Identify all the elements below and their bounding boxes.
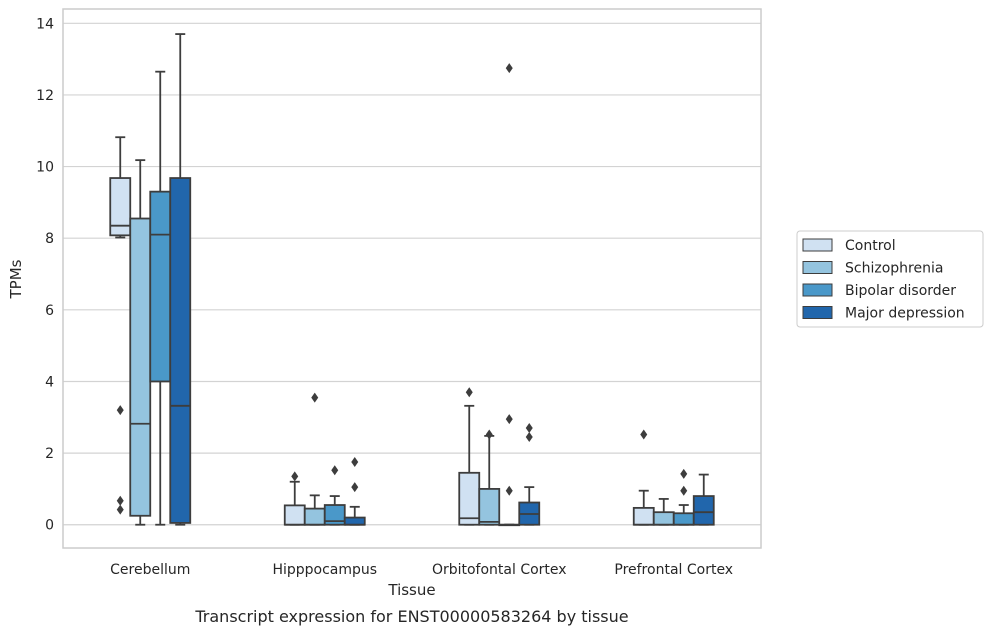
y-tick-label: 8: [45, 231, 54, 247]
outlier-point: [485, 429, 493, 440]
outlier-point: [525, 431, 533, 442]
legend-label: Schizophrenia: [845, 261, 943, 277]
y-tick-label: 12: [36, 88, 54, 104]
x-tick-label: Cerebellum: [110, 562, 190, 578]
y-tick-label: 10: [36, 160, 54, 176]
box-body: [672, 512, 695, 526]
box-major-depression-2: [518, 423, 541, 526]
outlier-point: [640, 429, 648, 440]
y-axis-title: TPMs: [7, 259, 25, 299]
box-major-depression-3: [692, 473, 715, 526]
y-tick-label: 2: [45, 446, 54, 462]
outlier-point: [505, 63, 513, 74]
box-bipolar-disorder-2: [498, 63, 521, 527]
y-tick-label: 4: [45, 374, 54, 390]
x-tick-labels: Cerebellum Hipppocampus Orbitofontal Corte…: [110, 562, 733, 578]
box-body: [478, 488, 501, 526]
legend-swatch: [802, 261, 833, 274]
box-bipolar-disorder-0: [149, 70, 172, 526]
box-body: [458, 471, 481, 526]
legend-swatch: [802, 238, 833, 252]
outlier-point: [116, 405, 124, 416]
box-control-1: [283, 471, 306, 526]
legend-frame: [796, 230, 984, 328]
box-bipolar-disorder-3: [672, 468, 695, 526]
box-schizophrenia-0: [129, 159, 152, 526]
legend-swatch: [802, 283, 833, 297]
y-tick-label: 0: [45, 518, 54, 534]
box-control-2: [458, 387, 481, 526]
box-control-0: [109, 136, 132, 515]
outlier-point: [680, 468, 688, 479]
chart-caption: Transcript expression for ENST0000058326…: [194, 607, 628, 626]
legend-label: Control: [845, 238, 896, 254]
x-tick-label: Orbitofontal Cortex: [432, 562, 567, 578]
outlier-point: [311, 392, 319, 403]
box-body: [283, 504, 306, 526]
legend-label: Major depression: [845, 306, 965, 322]
outlier-point: [465, 387, 473, 398]
y-tick-label: 6: [45, 303, 54, 319]
box-body: [652, 511, 675, 526]
box-body: [343, 516, 366, 526]
box-major-depression-1: [343, 457, 366, 526]
legend-label: Bipolar disorder: [845, 283, 956, 299]
box-major-depression-0: [169, 33, 192, 526]
outlier-point: [291, 471, 299, 482]
y-tick-labels: 0 2 4 6 8 10 12 14: [36, 16, 54, 533]
plot-frame: [62, 8, 762, 549]
outlier-point: [525, 423, 533, 434]
outlier-point: [505, 414, 513, 425]
box-schizophrenia-1: [303, 392, 326, 526]
outlier-point: [680, 485, 688, 496]
legend: Control Schizophrenia Bipolar disorder Majo…: [796, 230, 984, 328]
box-body: [109, 177, 132, 237]
box-series: [109, 33, 715, 527]
outlier-point: [351, 457, 359, 468]
box-body: [303, 507, 326, 526]
box-bipolar-disorder-1: [323, 465, 346, 526]
box-body: [149, 190, 172, 383]
box-body: [632, 506, 655, 526]
outlier-point: [505, 485, 513, 496]
outlier-point: [116, 495, 124, 506]
outlier-point: [351, 482, 359, 493]
box-control-3: [632, 429, 655, 526]
legend-swatch: [802, 306, 833, 319]
box-schizophrenia-2: [478, 429, 501, 526]
outlier-point: [116, 504, 124, 515]
box-body: [169, 177, 192, 524]
box-body: [129, 217, 152, 517]
box-schizophrenia-3: [652, 498, 675, 526]
x-axis-title: Tissue: [387, 581, 435, 599]
box-body: [692, 495, 715, 526]
outlier-point: [331, 465, 339, 476]
y-tick-label: 14: [36, 16, 54, 32]
box-body: [323, 504, 346, 526]
x-tick-label: Prefrontal Cortex: [614, 562, 733, 578]
x-tick-label: Hipppocampus: [272, 562, 377, 578]
